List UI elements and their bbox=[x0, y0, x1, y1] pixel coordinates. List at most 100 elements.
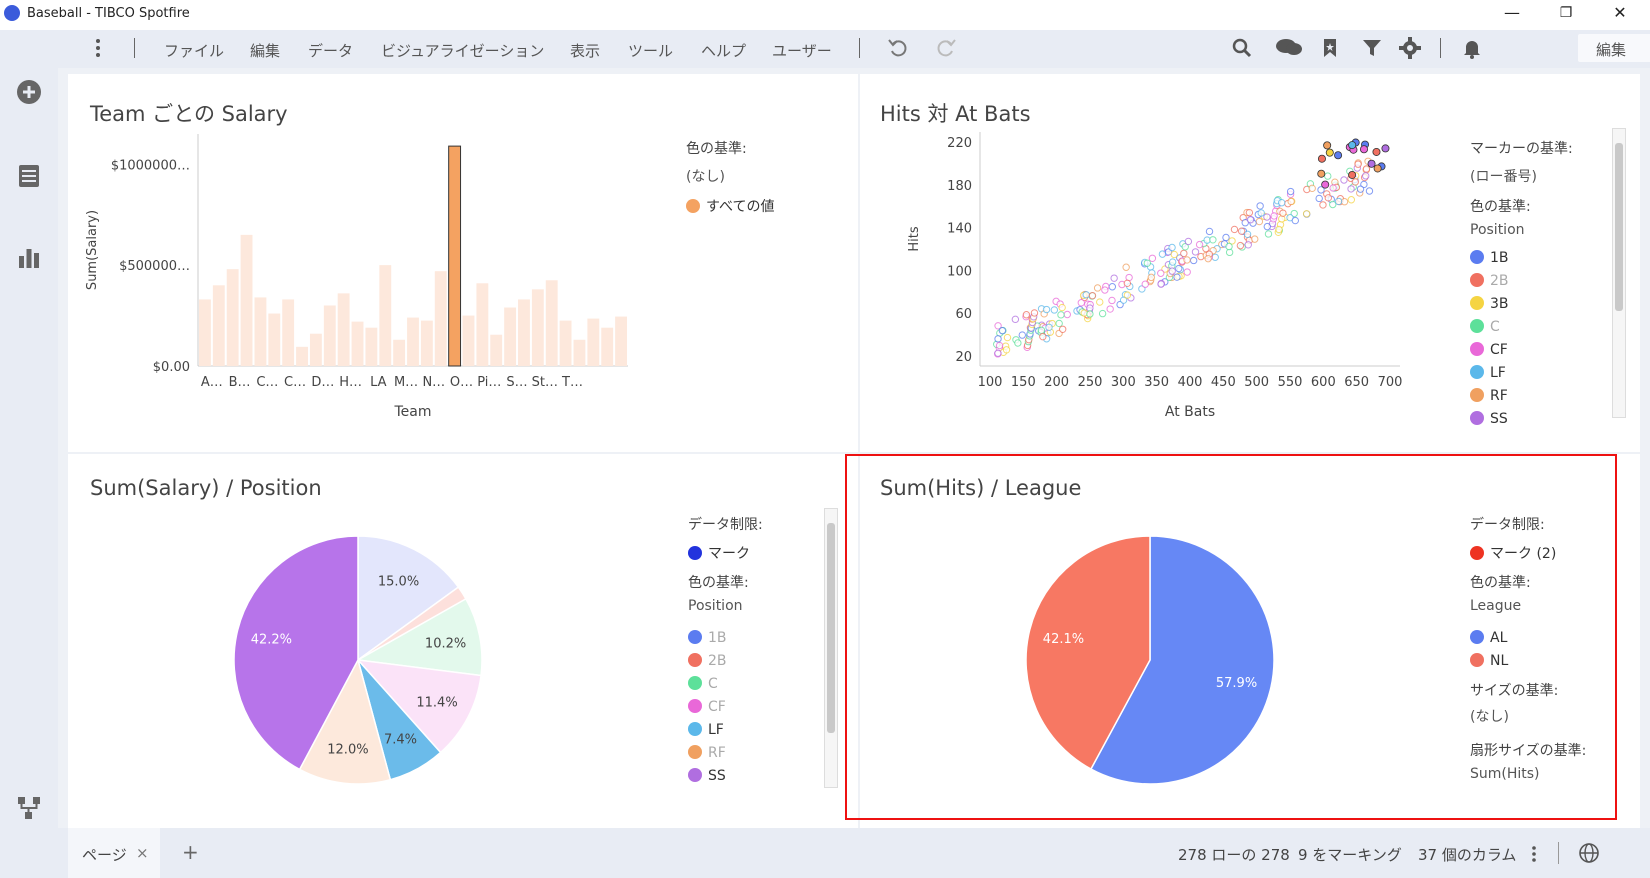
pie-slice-nl[interactable] bbox=[1025, 535, 1151, 771]
scatter-point[interactable] bbox=[1356, 185, 1365, 193]
scatter-point[interactable] bbox=[1042, 305, 1051, 314]
scatter-point[interactable] bbox=[1209, 236, 1217, 244]
scatter-point[interactable] bbox=[1057, 311, 1065, 319]
scrollbar-thumb[interactable] bbox=[827, 523, 835, 733]
bar[interactable] bbox=[379, 265, 392, 366]
scatter-point[interactable] bbox=[1362, 172, 1370, 180]
scatter-point[interactable] bbox=[1096, 298, 1104, 306]
scatter-point[interactable] bbox=[1243, 230, 1252, 238]
scatter-point[interactable] bbox=[1143, 259, 1152, 267]
scatter-point[interactable] bbox=[1058, 303, 1066, 312]
scatter-point-marked[interactable] bbox=[1359, 145, 1368, 154]
more-vertical-icon[interactable] bbox=[1526, 844, 1542, 864]
team-salary-bar-chart[interactable]: $0.00 $500000… $1000000… A… B… C… C… D… H… LA M… N…… bbox=[68, 124, 668, 454]
scatter-point[interactable] bbox=[1256, 202, 1264, 210]
scatter-point[interactable] bbox=[1275, 225, 1283, 234]
scatter-point-marked[interactable] bbox=[1317, 169, 1326, 178]
menu-user[interactable]: ユーザー bbox=[772, 42, 832, 60]
scatter-point[interactable] bbox=[1050, 306, 1059, 314]
bar[interactable] bbox=[448, 145, 462, 367]
scatter-point[interactable] bbox=[1286, 187, 1295, 196]
pie-slice-1b[interactable] bbox=[357, 535, 460, 662]
scatter-point[interactable] bbox=[1110, 274, 1118, 282]
more-vertical-icon[interactable] bbox=[86, 36, 110, 60]
data-table-icon[interactable] bbox=[15, 162, 43, 190]
scatter-point[interactable] bbox=[1018, 331, 1026, 339]
scatter-point[interactable] bbox=[1205, 227, 1214, 236]
scatter-point[interactable] bbox=[1365, 187, 1374, 195]
scatter-point[interactable] bbox=[1086, 310, 1094, 318]
legend-item-cf[interactable]: CF bbox=[688, 699, 726, 715]
bookmark-icon[interactable] bbox=[1318, 36, 1342, 60]
scatter-point[interactable] bbox=[1334, 197, 1343, 206]
legend-item-al[interactable]: AL bbox=[1470, 630, 1507, 646]
close-button[interactable]: ✕ bbox=[1613, 3, 1627, 22]
add-page-button[interactable]: + bbox=[182, 840, 199, 864]
scatter-point[interactable] bbox=[1291, 216, 1299, 225]
scatter-point-marked[interactable] bbox=[1334, 151, 1343, 160]
scatter-point[interactable] bbox=[1340, 198, 1349, 206]
scatter-point[interactable] bbox=[1030, 309, 1039, 317]
search-icon[interactable] bbox=[1230, 36, 1254, 60]
scatter-point[interactable] bbox=[1263, 222, 1271, 231]
bar[interactable] bbox=[573, 339, 586, 366]
scatter-point[interactable] bbox=[1180, 249, 1188, 258]
scatter-point[interactable] bbox=[995, 341, 1004, 350]
scatter-point[interactable] bbox=[1011, 315, 1020, 324]
team-salary-panel[interactable]: Team ごとの Salary $0.00 $500000… $1000000… A…… bbox=[68, 74, 858, 452]
scatter-point[interactable] bbox=[994, 349, 1002, 357]
scatter-point-marked[interactable] bbox=[1323, 141, 1332, 150]
menu-tools[interactable]: ツール bbox=[628, 42, 674, 60]
scatter-point[interactable] bbox=[1108, 296, 1116, 305]
scatter-point[interactable] bbox=[1189, 256, 1198, 265]
legend-item-rf[interactable]: RF bbox=[688, 745, 726, 761]
pie-slice-rf[interactable] bbox=[298, 657, 392, 785]
legend-item-2b[interactable]: 2B bbox=[688, 653, 727, 669]
bar[interactable] bbox=[490, 334, 503, 366]
legend-item-lf[interactable]: LF bbox=[688, 722, 724, 738]
bar[interactable] bbox=[226, 269, 239, 366]
scatter-point[interactable] bbox=[1147, 273, 1155, 282]
page-tab[interactable]: ページ × bbox=[68, 828, 160, 878]
comments-icon[interactable] bbox=[1274, 36, 1304, 60]
bar[interactable] bbox=[615, 316, 627, 366]
legend-item-all-values[interactable]: すべての値 bbox=[686, 196, 774, 216]
scatter-point-marked[interactable] bbox=[1321, 180, 1330, 189]
scatter-point[interactable] bbox=[1351, 178, 1359, 186]
scatter-point[interactable] bbox=[1157, 280, 1165, 288]
scatter-point[interactable] bbox=[1211, 253, 1219, 261]
legend-item-ss[interactable]: SS bbox=[688, 768, 726, 784]
scatter-point[interactable] bbox=[1037, 326, 1046, 334]
menu-file[interactable]: ファイル bbox=[164, 42, 225, 60]
legend-item-1b[interactable]: 1B bbox=[688, 630, 727, 646]
scatter-point-marked[interactable] bbox=[1348, 141, 1357, 150]
scatter-point[interactable] bbox=[1245, 208, 1254, 217]
scatter-point[interactable] bbox=[1230, 225, 1239, 234]
scatter-point[interactable] bbox=[1045, 323, 1053, 331]
scatter-point[interactable] bbox=[1277, 199, 1286, 207]
legend-scrollbar[interactable] bbox=[1612, 128, 1626, 418]
scatter-point[interactable] bbox=[1195, 240, 1204, 249]
legend-item-1b[interactable]: 1B bbox=[1470, 250, 1509, 266]
bar[interactable] bbox=[559, 320, 572, 366]
minimize-button[interactable]: — bbox=[1504, 3, 1520, 22]
scatter-point[interactable] bbox=[1168, 267, 1176, 275]
edit-mode-dropdown[interactable]: 編集 bbox=[1578, 34, 1650, 62]
scatter-point[interactable] bbox=[1191, 248, 1200, 256]
scatter-point[interactable] bbox=[1175, 264, 1183, 273]
bar[interactable] bbox=[365, 327, 378, 366]
legend-item-2b[interactable]: 2B bbox=[1470, 273, 1509, 289]
undo-icon[interactable] bbox=[886, 36, 910, 60]
scatter-point[interactable] bbox=[1317, 186, 1325, 194]
bar[interactable] bbox=[420, 320, 433, 366]
salary-position-pie-chart[interactable]: 15.0% 10.2% 11.4% 7.4% 12.0% 42.2% bbox=[208, 502, 508, 812]
menu-edit[interactable]: 編集 bbox=[250, 42, 281, 60]
scatter-point[interactable] bbox=[1183, 268, 1191, 276]
scatter-point[interactable] bbox=[1279, 209, 1287, 217]
bar[interactable] bbox=[199, 299, 211, 366]
scatter-point[interactable] bbox=[1324, 194, 1333, 202]
scatter-point[interactable] bbox=[1141, 280, 1149, 288]
bar[interactable] bbox=[309, 333, 322, 366]
scatter-point[interactable] bbox=[1244, 241, 1252, 249]
legend-item-c[interactable]: C bbox=[1470, 319, 1500, 335]
